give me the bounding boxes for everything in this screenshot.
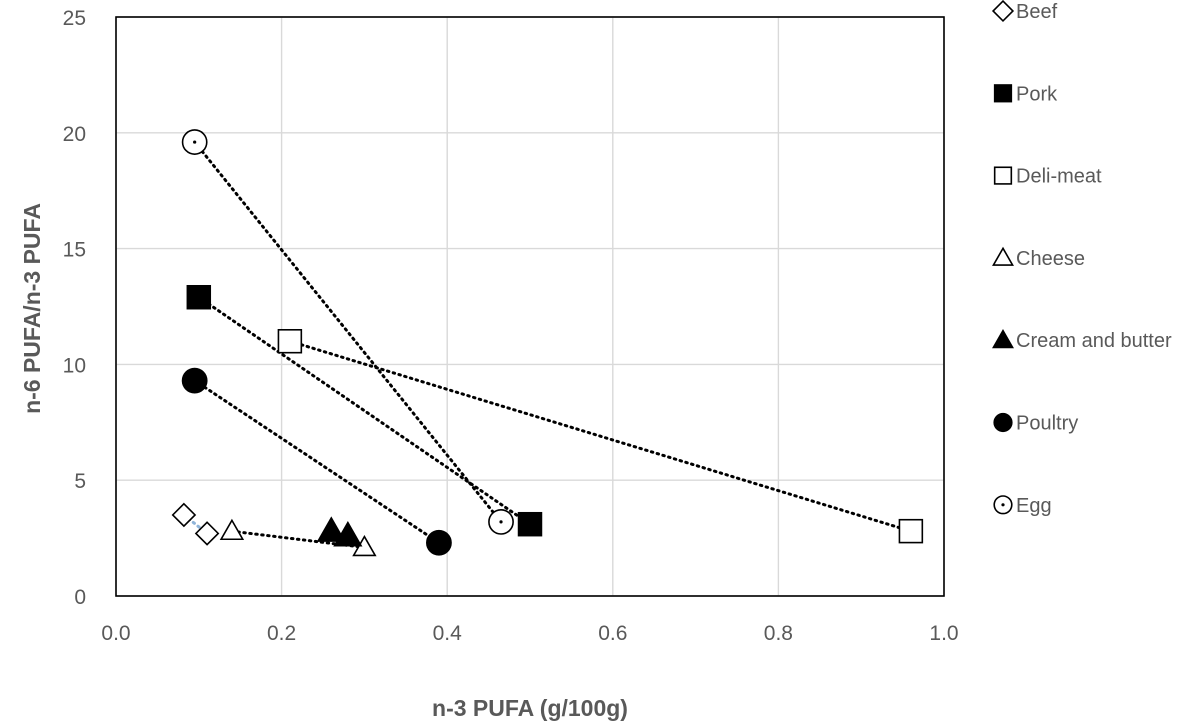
legend-label-beef: Beef (1016, 1, 1058, 23)
y-axis-tick-labels: 0 5 10 15 20 25 (63, 7, 86, 609)
grid-lines (115, 16, 945, 597)
legend-item-beef: Beef (991, 0, 1058, 23)
y-tick-label: 15 (63, 239, 86, 262)
legend-item-poultry: Poultry (993, 412, 1078, 435)
series-line-egg (193, 140, 503, 524)
data-point-beef (194, 521, 220, 546)
data-points (171, 129, 924, 557)
legend-marker-cream-and-butter (992, 328, 1014, 349)
legend-marker-pork (993, 84, 1013, 103)
legend-label-pork: Pork (1016, 83, 1058, 105)
data-point-deli-meat (898, 518, 924, 544)
legend-item-pork: Pork (993, 83, 1058, 105)
legend-marker-poultry (993, 412, 1013, 433)
legend-marker-egg (993, 495, 1013, 515)
data-point-beef (171, 502, 197, 528)
legend-marker-beef (991, 0, 1015, 23)
data-point-poultry (181, 367, 208, 394)
data-point-egg (488, 508, 514, 535)
data-point-cream-and-butter (333, 520, 363, 547)
data-point-poultry (426, 529, 452, 556)
legend-item-egg: Egg (993, 495, 1052, 517)
data-point-deli-meat (277, 328, 303, 354)
legend-marker-cheese (992, 246, 1014, 266)
series-lines (182, 140, 913, 549)
x-tick-label: 0.8 (764, 622, 793, 645)
x-axis-title: n-3 PUFA (g/100g) (432, 695, 628, 721)
x-tick-label: 0.0 (101, 622, 130, 645)
y-tick-label: 25 (63, 7, 86, 30)
y-tick-label: 0 (74, 586, 86, 609)
legend: Beef Pork Deli-meat Cheese Cream and butter P… (991, 0, 1172, 517)
x-tick-label: 0.6 (598, 622, 627, 645)
y-axis-title: n-6 PUFA/n-3 PUFA (19, 203, 45, 414)
data-point-egg (181, 129, 208, 155)
series-line-pork (197, 295, 532, 526)
x-tick-label: 0.4 (433, 622, 463, 645)
legend-item-cream-and-butter: Cream and butter (992, 328, 1172, 352)
data-point-cheese (219, 518, 245, 541)
series-line-deli-meat (288, 339, 913, 533)
data-point-pork (517, 511, 543, 537)
x-tick-label: 1.0 (929, 622, 958, 645)
data-point-cream-and-butter (316, 516, 346, 542)
series-line-cheese (230, 529, 366, 549)
y-tick-label: 20 (63, 123, 86, 146)
legend-marker-deli-meat (993, 166, 1013, 185)
legend-label-cream-and-butter: Cream and butter (1016, 330, 1172, 352)
data-point-pork (186, 284, 212, 310)
legend-item-deli-meat: Deli-meat (993, 166, 1102, 188)
plot-frame (115, 16, 945, 597)
legend-label-poultry: Poultry (1016, 413, 1078, 435)
legend-item-cheese: Cheese (992, 246, 1085, 270)
y-tick-label: 5 (74, 470, 86, 493)
x-axis-tick-labels: 0.0 0.2 0.4 0.6 0.8 1.0 (101, 622, 958, 645)
legend-label-cheese: Cheese (1016, 248, 1085, 270)
legend-label-egg: Egg (1016, 495, 1052, 517)
legend-label-deli-meat: Deli-meat (1016, 166, 1102, 188)
y-tick-label: 10 (63, 354, 86, 377)
x-tick-label: 0.2 (267, 622, 296, 645)
series-line-poultry (193, 379, 441, 545)
